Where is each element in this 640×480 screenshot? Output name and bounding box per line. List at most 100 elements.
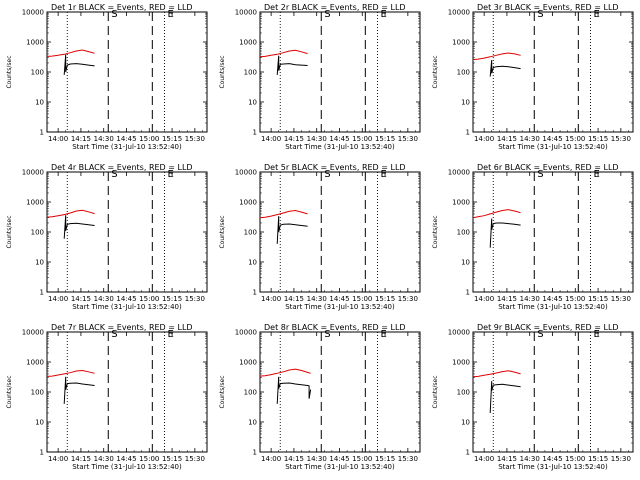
x-tick-label: 15:30 <box>185 135 205 143</box>
y-tick-label: 1000 <box>452 39 470 47</box>
x-tick-label: 15:00 <box>352 295 372 303</box>
panel-title: Det 1r BLACK = Events, RED = LLD <box>51 3 193 12</box>
marker-label-E: E <box>593 9 599 20</box>
x-tick-label: 14:00 <box>474 135 494 143</box>
x-tick-label: 15:30 <box>398 135 418 143</box>
y-tick-label: 100 <box>457 69 470 77</box>
y-tick-label: 100 <box>457 389 470 397</box>
panel-title: Det 9r BLACK = Events, RED = LLD <box>477 323 619 332</box>
x-tick-label: 15:30 <box>611 135 631 143</box>
x-tick-label: 14:45 <box>116 135 136 143</box>
panel-det-8r: Det 8r BLACK = Events, RED = LLD 1 10 100 10… <box>219 323 421 471</box>
x-tick-label: 15:30 <box>398 455 418 463</box>
marker-label-S: S <box>537 169 543 180</box>
y-tick-label: 1 <box>253 449 257 457</box>
y-tick-label: 1 <box>40 289 44 297</box>
x-axis-label: Start Time (31-Jul-10 13:52:40) <box>285 143 395 151</box>
y-tick-label: 100 <box>244 389 257 397</box>
x-tick-label: 14:30 <box>307 135 327 143</box>
y-axis-label: Counts/sec <box>219 375 226 408</box>
x-tick-label: 14:30 <box>520 455 540 463</box>
y-tick-label: 1000 <box>26 359 44 367</box>
series-events <box>276 216 308 244</box>
marker-label-E: E <box>167 169 173 180</box>
plot-frame <box>259 171 421 293</box>
x-tick-label: 15:00 <box>139 455 159 463</box>
panel-title: Det 6r BLACK = Events, RED = LLD <box>477 163 619 172</box>
y-tick-label: 10000 <box>22 169 44 177</box>
x-tick-label: 14:45 <box>329 135 349 143</box>
x-tick-label: 14:45 <box>329 455 349 463</box>
y-axis-label: Counts/sec <box>432 55 439 88</box>
x-tick-label: 14:30 <box>307 295 327 303</box>
x-tick-label: 15:00 <box>352 135 372 143</box>
series-lld <box>259 209 308 219</box>
y-tick-label: 10 <box>248 99 257 107</box>
y-axis-label: Counts/sec <box>219 215 226 248</box>
marker-label-E: E <box>380 329 386 340</box>
x-tick-label: 14:00 <box>48 135 68 143</box>
panel-det-9r: Det 9r BLACK = Events, RED = LLD 1 10 100 10… <box>432 323 634 471</box>
x-tick-label: 15:30 <box>185 455 205 463</box>
y-tick-label: 1000 <box>452 359 470 367</box>
y-axis-label: Counts/sec <box>6 375 13 408</box>
x-tick-label: 14:00 <box>261 135 281 143</box>
y-tick-label: 10 <box>461 259 470 267</box>
series-lld <box>472 209 521 219</box>
x-tick-label: 14:45 <box>542 455 562 463</box>
plot-frame <box>472 171 634 293</box>
x-tick-label: 14:15 <box>284 455 304 463</box>
marker-label-S: S <box>111 9 117 20</box>
x-axis-label: Start Time (31-Jul-10 13:52:40) <box>285 463 395 471</box>
y-tick-label: 10 <box>35 419 44 427</box>
x-axis-label: Start Time (31-Jul-10 13:52:40) <box>72 463 182 471</box>
y-tick-label: 10 <box>248 259 257 267</box>
y-tick-label: 10 <box>461 419 470 427</box>
y-tick-label: 10000 <box>22 9 44 17</box>
y-axis-label: Counts/sec <box>6 215 13 248</box>
x-axis-label: Start Time (31-Jul-10 13:52:40) <box>72 143 182 151</box>
y-tick-label: 100 <box>457 229 470 237</box>
x-tick-label: 14:15 <box>71 455 91 463</box>
x-tick-label: 15:00 <box>139 135 159 143</box>
y-tick-label: 1 <box>466 129 470 137</box>
series-events <box>63 54 95 75</box>
marker-label-S: S <box>111 169 117 180</box>
panel-det-5r: Det 5r BLACK = Events, RED = LLD 1 10 100 10… <box>219 163 421 311</box>
y-tick-label: 1000 <box>26 39 44 47</box>
x-tick-label: 15:30 <box>611 455 631 463</box>
plot-frame <box>259 331 421 453</box>
y-tick-label: 10 <box>35 259 44 267</box>
panel-title: Det 8r BLACK = Events, RED = LLD <box>264 323 406 332</box>
x-tick-label: 14:45 <box>542 295 562 303</box>
y-tick-label: 10000 <box>235 169 257 177</box>
panel-title: Det 2r BLACK = Events, RED = LLD <box>264 3 406 12</box>
panel-title: Det 5r BLACK = Events, RED = LLD <box>264 163 406 172</box>
y-tick-label: 10000 <box>448 169 470 177</box>
y-tick-label: 1000 <box>239 199 257 207</box>
y-tick-label: 10000 <box>448 329 470 337</box>
marker-label-S: S <box>324 329 330 340</box>
x-tick-label: 14:15 <box>497 455 517 463</box>
panel-det-1r: Det 1r BLACK = Events, RED = LLD 1 10 100 10… <box>6 3 208 151</box>
x-tick-label: 14:45 <box>116 455 136 463</box>
series-events <box>489 218 521 248</box>
y-tick-label: 100 <box>31 69 44 77</box>
y-axis-label: Counts/sec <box>6 55 13 88</box>
x-tick-label: 15:00 <box>565 455 585 463</box>
plot-frame <box>46 171 208 293</box>
x-axis-label: Start Time (31-Jul-10 13:52:40) <box>72 303 182 311</box>
series-lld <box>46 209 95 218</box>
x-tick-label: 15:15 <box>588 295 608 303</box>
series-lld <box>46 369 95 377</box>
x-tick-label: 14:30 <box>94 455 114 463</box>
y-tick-label: 1000 <box>452 199 470 207</box>
series-lld <box>472 52 521 61</box>
panel-title: Det 4r BLACK = Events, RED = LLD <box>51 163 193 172</box>
series-lld <box>259 368 311 377</box>
x-tick-label: 15:30 <box>611 295 631 303</box>
series-events <box>276 376 312 404</box>
marker-label-E: E <box>593 169 599 180</box>
y-tick-label: 1000 <box>26 199 44 207</box>
x-tick-label: 14:30 <box>307 455 327 463</box>
